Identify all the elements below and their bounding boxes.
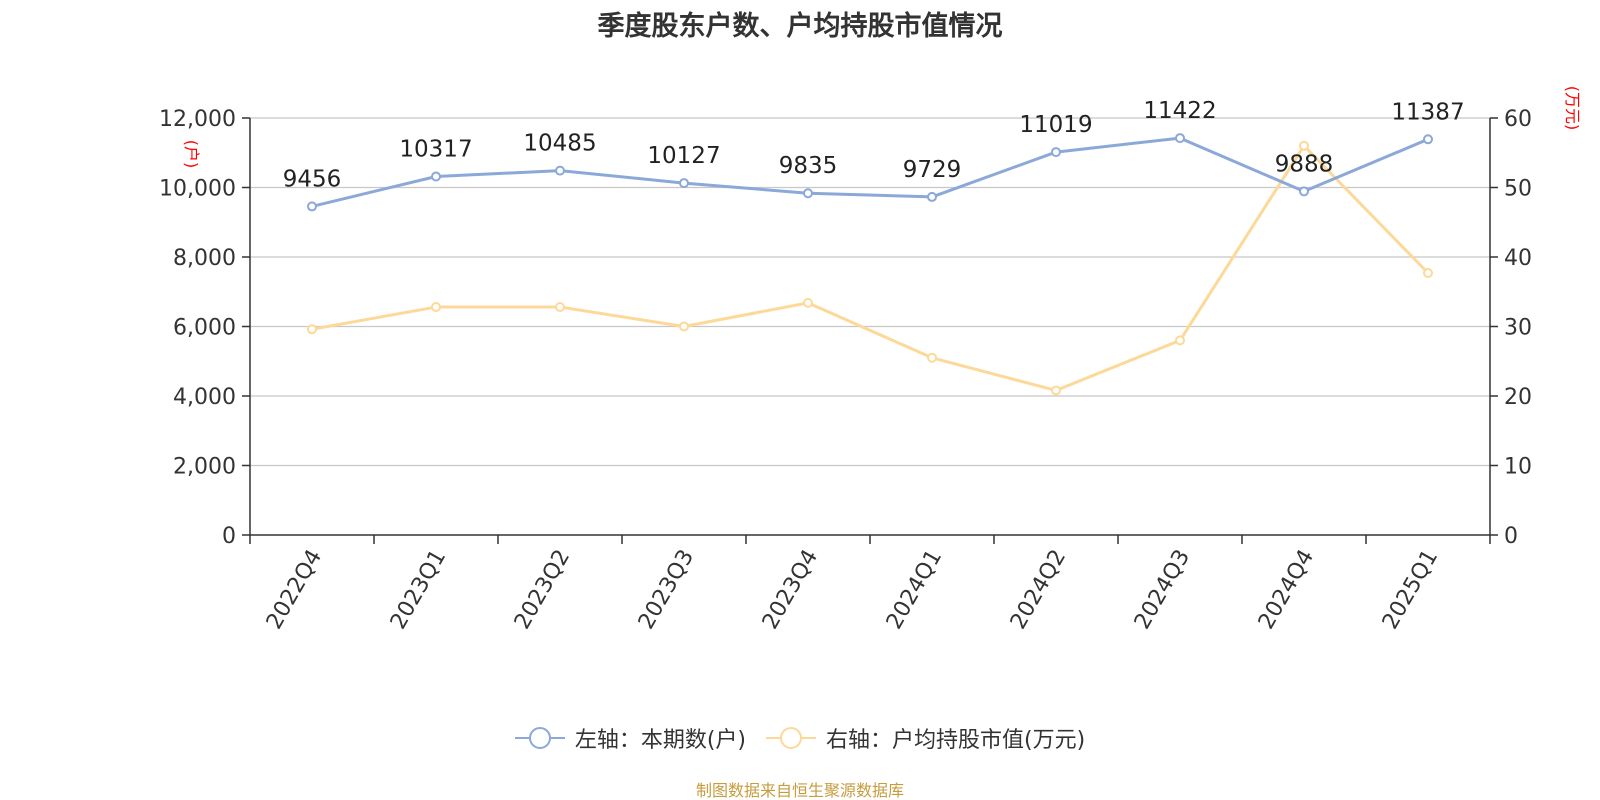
data-point [927,191,937,202]
source-note: 制图数据来自恒生聚源数据库 [695,781,904,800]
x-tick-label: 2024Q2 [1006,546,1071,634]
data-point [803,297,813,308]
legend-circle [780,727,802,749]
legend-item-right-series[interactable]: 右轴：户均持股市值(万元) [766,722,1085,754]
y-left-axis-label: (户) [182,140,201,169]
y-left-tick-label: 4,000 [173,385,236,410]
data-label: 9888 [1275,151,1334,177]
x-tick-label: 2023Q2 [510,546,575,634]
data-label: 10127 [647,143,720,169]
y-left-tick-label: 8,000 [173,246,236,271]
x-tick-label: 2024Q1 [882,546,947,634]
data-point [555,302,565,313]
legend-circle [528,727,551,749]
x-tick-label: 2025Q1 [1378,546,1443,634]
data-label: 10485 [523,131,596,157]
data-label: 9835 [779,153,838,179]
x-tick-label: 2022Q4 [262,546,327,634]
data-label: 10317 [399,136,472,162]
x-tick-label: 2024Q3 [1130,546,1195,634]
y-right-tick-label: 20 [1504,385,1532,410]
data-point [555,165,565,176]
legend-line-circle-icon [766,727,816,749]
x-tick-label: 2023Q1 [386,546,451,634]
legend-item-left-series[interactable]: 左轴：本期数(户) [514,722,746,754]
x-tick-label: 2023Q4 [758,546,823,634]
data-point [1423,134,1433,145]
y-left-tick-label: 0 [222,524,236,549]
data-point [1051,385,1061,396]
data-point [679,321,689,332]
legend-line-circle-icon [514,727,565,749]
data-point [1299,140,1309,151]
data-label: 11019 [1019,112,1092,138]
y-left-tick-label: 12,000 [159,107,236,132]
data-point [1175,335,1185,346]
y-left-tick-label: 10,000 [159,177,236,202]
data-label: 11387 [1391,99,1464,125]
data-label: 9456 [283,166,342,192]
legend: 左轴：本期数(户) 右轴：户均持股市值(万元) [0,722,1600,754]
data-label: 11422 [1143,98,1216,124]
data-point [679,178,689,189]
y-left-tick-label: 2,000 [173,455,236,480]
data-point [1423,267,1433,278]
y-right-tick-label: 60 [1504,107,1532,132]
data-point [307,201,317,212]
legend-label-right-series: 右轴：户均持股市值(万元) [826,728,1086,753]
y-right-tick-label: 30 [1504,316,1532,341]
data-point [431,302,441,313]
x-tick-label: 2024Q4 [1254,546,1319,634]
data-point [1175,133,1185,144]
series-line [311,144,1430,392]
y-left-tick-label: 6,000 [173,316,236,341]
data-point [431,171,441,182]
y-right-tick-label: 10 [1504,455,1532,480]
legend-label-left-series: 左轴：本期数(户) [574,728,746,753]
data-label: 9729 [903,157,962,183]
y-right-axis-label: (万元) [1563,86,1582,131]
y-right-tick-label: 40 [1504,246,1532,271]
data-point [1051,147,1061,158]
data-point [307,324,317,335]
x-tick-label: 2023Q3 [634,546,699,634]
data-point [803,188,813,199]
series-line [311,136,1429,208]
data-point [927,352,937,363]
data-point [1299,186,1309,197]
y-right-tick-label: 0 [1504,524,1518,549]
chart-title: 季度股东户数、户均持股市值情况 [597,11,1003,42]
y-right-tick-label: 50 [1504,177,1532,202]
